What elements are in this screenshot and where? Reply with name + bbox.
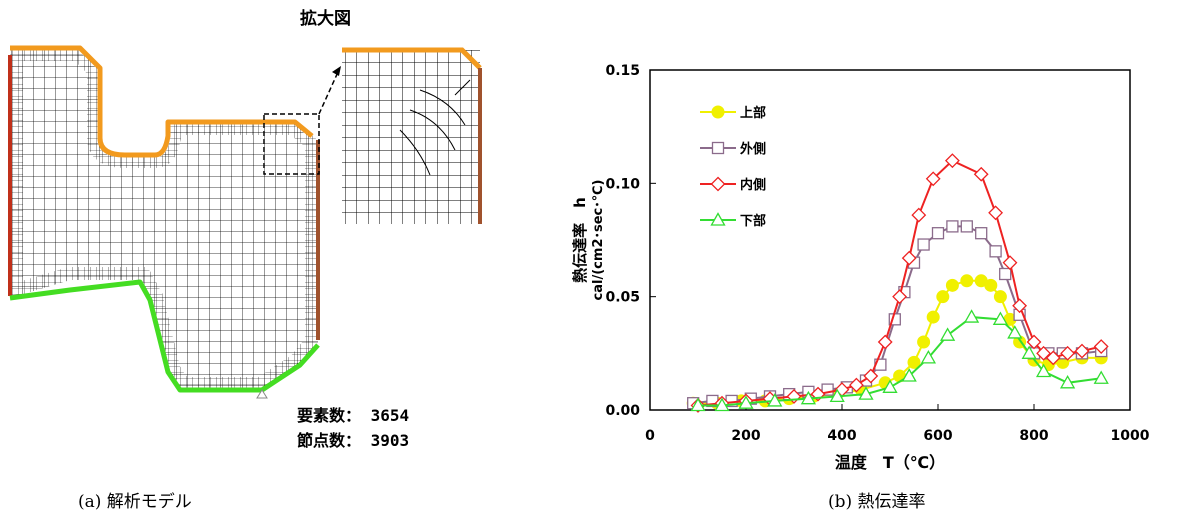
plot-frame	[649, 69, 1131, 411]
series-inner-point	[1045, 350, 1061, 366]
series-lower-point	[1059, 374, 1076, 389]
series-outer-point	[917, 238, 930, 251]
series-upper-point	[960, 274, 974, 288]
series-lower-point	[738, 395, 754, 409]
series-inner-point	[1036, 345, 1052, 361]
legend-lower-marker	[710, 212, 726, 226]
series-inner-point	[1060, 345, 1076, 361]
element-count: 要素数： 3654	[297, 402, 409, 426]
series-outer-point	[989, 245, 1002, 258]
y-tick-label: 0.05	[605, 290, 640, 306]
series-upper-point	[945, 278, 959, 292]
fixed-point-marker	[256, 389, 268, 399]
y-axis-label-line1: 熱伝達率 h	[571, 197, 589, 283]
series-lower-point	[1007, 325, 1023, 339]
series-outer-point	[821, 383, 834, 396]
y-tick-label: 0.15	[605, 63, 640, 79]
x-tick-label: 200	[731, 428, 760, 444]
series-inner-point	[911, 207, 927, 223]
series-inner-point	[892, 289, 908, 305]
series-outer-point	[931, 227, 945, 240]
series-lower-point	[963, 309, 980, 323]
caption-a: (a) 解析モデル	[78, 492, 192, 512]
series-outer-point	[975, 227, 988, 240]
series-inner-point	[1026, 334, 1042, 350]
series-inner-point	[863, 368, 879, 384]
series-inner-point	[901, 250, 917, 266]
element-count-value: 3654	[370, 406, 410, 425]
zoom-arrow	[318, 71, 339, 115]
x-tick-label: 800	[1019, 428, 1048, 444]
series-lower-point	[1021, 345, 1037, 359]
series-lower-point	[767, 393, 783, 407]
legend-upper-marker	[711, 105, 725, 119]
series-upper-point	[926, 310, 940, 324]
legend-inner-marker	[710, 176, 726, 192]
y-tick-label: 0.00	[605, 403, 640, 419]
y-tick-label: 0.10	[605, 176, 640, 192]
series-lower-point	[800, 390, 817, 405]
series-lower-point	[690, 397, 706, 412]
series-inner-point	[925, 171, 941, 187]
series-inner-point	[848, 377, 864, 393]
series-inner-point	[1002, 255, 1018, 271]
heat-transfer-chart-panel: 0 200 400 600 800 1000 0.00 0.05 0.10 0.15 上部外側内側…	[560, 0, 1200, 524]
series-inner-point	[973, 166, 989, 182]
x-tick-label: 0	[645, 428, 655, 444]
bottom-boundary	[9, 279, 320, 393]
x-tick-label: 400	[827, 428, 856, 444]
zoom-top-edge	[342, 47, 482, 70]
series-inner-point	[1012, 298, 1028, 314]
series-lower-point	[1093, 370, 1109, 384]
element-count-label: 要素数：	[297, 406, 362, 425]
node-count-label: 節点数：	[297, 431, 362, 450]
top-boundary	[10, 45, 314, 158]
node-count-value: 3903	[370, 431, 410, 450]
mesh-figure	[8, 45, 482, 399]
series-inner-point	[1074, 343, 1090, 359]
series-lower-point	[920, 350, 937, 364]
zoom-detail	[342, 50, 480, 224]
x-axis-label: 温度 T（℃）	[834, 453, 945, 472]
series-upper-point	[907, 355, 921, 369]
node-count: 節点数： 3903	[297, 427, 409, 451]
zoom-region-box	[263, 113, 320, 175]
series-upper-point	[993, 290, 1007, 304]
legend-outer-marker	[711, 141, 725, 155]
series-lower	[690, 309, 1109, 412]
chart: 0 200 400 600 800 1000 0.00 0.05 0.10 0.15 上部外側内側…	[571, 63, 1150, 472]
series-lower-point	[858, 386, 874, 400]
series-inner-point	[988, 205, 1004, 221]
series-lower-point	[882, 379, 898, 393]
legend-upper-label: 上部	[740, 105, 766, 121]
legend-lower-label: 下部	[740, 213, 766, 229]
series-lower-point	[992, 311, 1009, 325]
series-outer-point	[946, 220, 959, 233]
series-outer-point	[960, 220, 973, 233]
analysis-model-panel: 拡大図	[0, 0, 560, 524]
series-lower-point	[901, 368, 917, 382]
x-tick-label: 1000	[1111, 428, 1150, 444]
series-lower-point	[1035, 363, 1052, 378]
series-upper-point	[917, 335, 931, 349]
legend-inner-label: 内側	[740, 177, 766, 193]
series-inner-point	[1093, 339, 1109, 354]
series-lower-point	[714, 397, 730, 412]
series-inner-point	[877, 334, 893, 350]
y-axis-label-line2: cal/(cm2･sec･℃)	[591, 180, 606, 301]
series-inner-point	[944, 153, 960, 169]
x-tick-label: 600	[923, 428, 952, 444]
series-lower-point	[939, 327, 956, 341]
legend-outer-label: 外側	[739, 141, 766, 157]
caption-b: (b) 熱伝達率	[828, 492, 926, 512]
series-upper-point	[936, 290, 950, 304]
mesh-part	[10, 48, 318, 390]
series-lower-point	[829, 388, 845, 403]
series-upper-point	[984, 278, 998, 292]
zoom-title: 拡大図	[300, 9, 351, 29]
series-outer-point	[999, 267, 1012, 281]
